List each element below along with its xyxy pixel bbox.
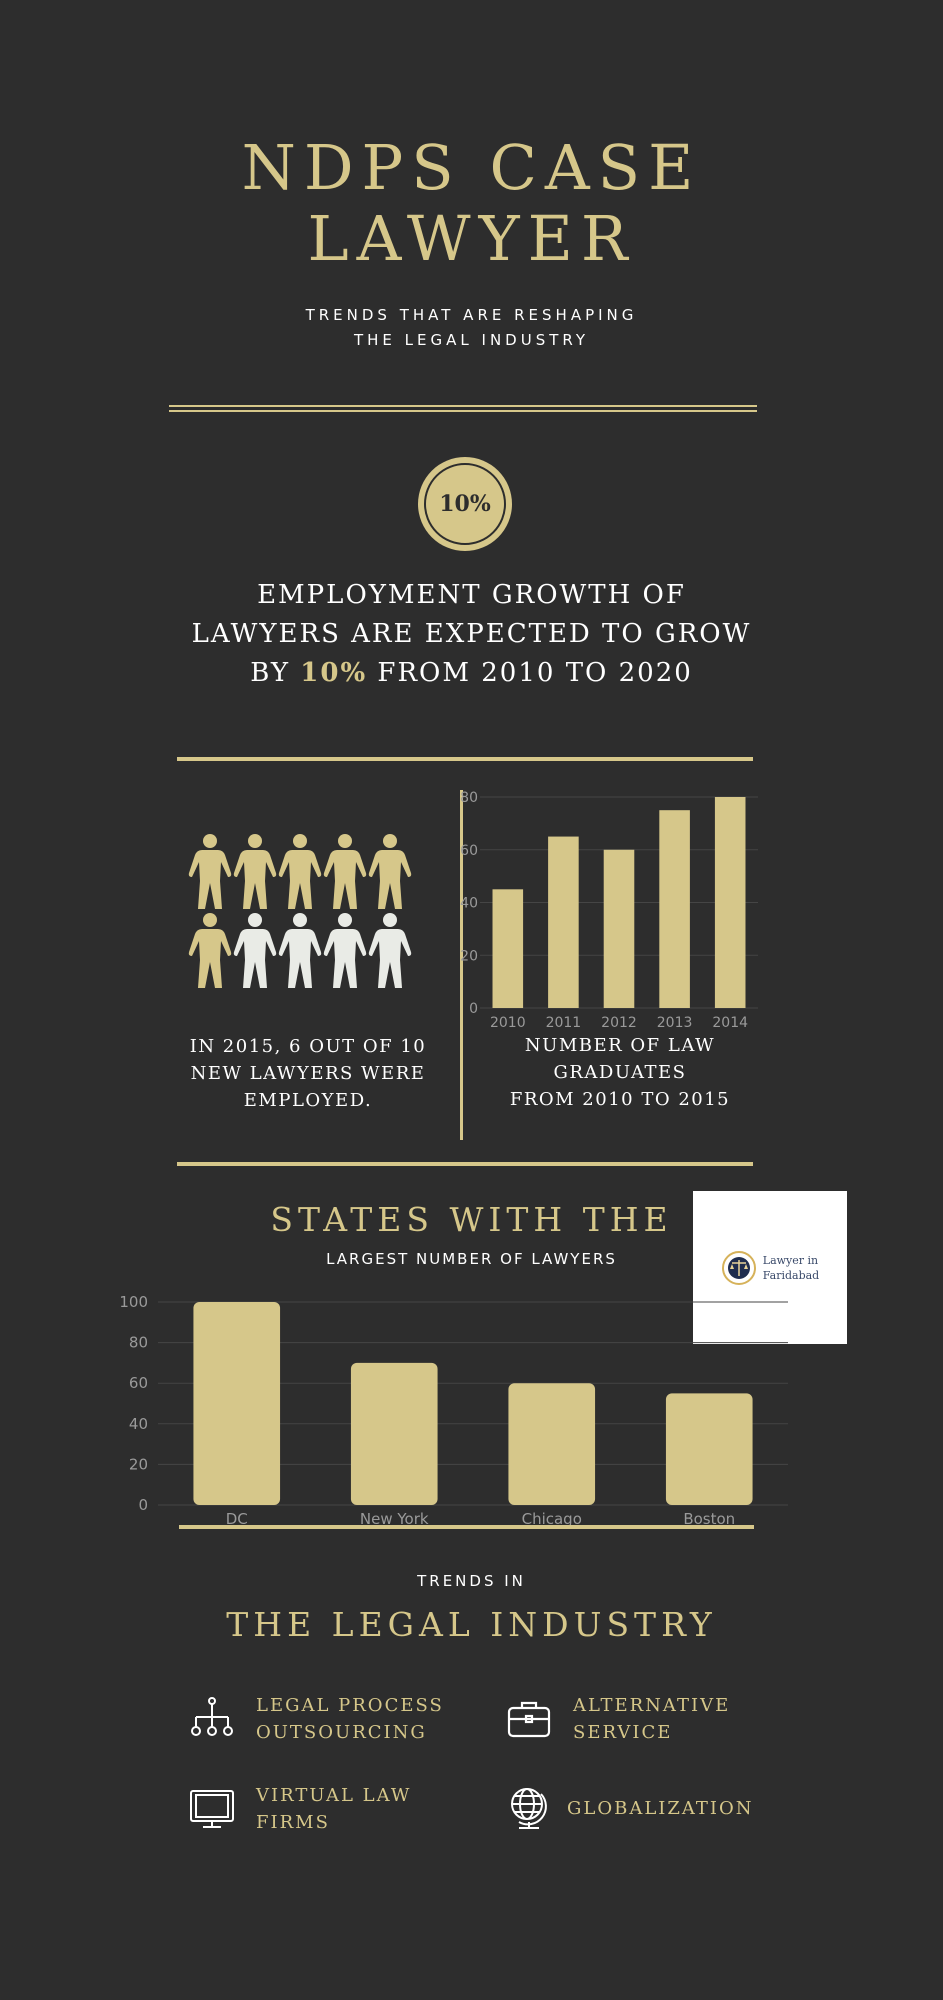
bar xyxy=(714,797,746,1008)
x-tick-label: 2010 xyxy=(490,1015,526,1031)
scales-emblem-icon xyxy=(721,1250,756,1285)
y-tick-label: 0 xyxy=(138,1496,148,1514)
graduates-caption: NUMBER OF LAW GRADUATES FROM 2010 TO 201… xyxy=(480,1032,760,1113)
graduates-caption-line1: NUMBER OF LAW xyxy=(524,1035,716,1056)
x-tick-label: Boston xyxy=(683,1510,735,1525)
x-tick-label: 2011 xyxy=(546,1015,582,1031)
lawyer-logo: Lawyer in Faridabad xyxy=(693,1191,847,1344)
trend-item-alternative: ALTERNATIVE SERVICE xyxy=(505,1692,773,1746)
trend-item-virtual: VIRTUAL LAW FIRMS xyxy=(188,1782,456,1836)
globe-icon xyxy=(511,1788,547,1829)
y-tick-label: 80 xyxy=(460,790,478,806)
growth-line3-pre: BY xyxy=(250,658,301,688)
y-tick-label: 80 xyxy=(129,1334,148,1352)
trend-label-globalization: GLOBALIZATION xyxy=(567,1795,767,1822)
trend-label-alternative: ALTERNATIVE SERVICE xyxy=(573,1692,773,1746)
trend-label-alternative-line2: SERVICE xyxy=(573,1722,673,1743)
divider-double-top xyxy=(169,405,757,407)
divider-trends-top xyxy=(179,1525,754,1529)
graduates-caption-line3: FROM 2010 TO 2015 xyxy=(509,1089,731,1110)
states-bar-chart: 0 20 40 60 80 100 DC New York Chicago Boston xyxy=(119,1293,788,1525)
employment-caption: IN 2015, 6 OUT OF 10 NEW LAWYERS WERE EM… xyxy=(160,1033,456,1114)
x-tick-label: 2014 xyxy=(712,1015,748,1031)
trends-title: THE LEGAL INDUSTRY xyxy=(226,1605,717,1644)
y-tick-label: 0 xyxy=(469,1001,478,1017)
bar xyxy=(548,836,579,1008)
subtitle-line2: THE LEGAL INDUSTRY xyxy=(353,331,589,349)
logo-line2: Faridabad xyxy=(762,1268,820,1282)
trend-label-virtual-line1: VIRTUAL LAW xyxy=(256,1785,412,1806)
bar xyxy=(492,889,524,1008)
states-subtitle: LARGEST NUMBER OF LAWYERS xyxy=(326,1250,617,1268)
growth-highlight: 10% xyxy=(300,658,368,688)
trend-item-outsourcing: LEGAL PROCESS OUTSOURCING xyxy=(188,1692,456,1746)
trend-label-virtual: VIRTUAL LAW FIRMS xyxy=(256,1782,456,1836)
bar xyxy=(193,1302,281,1505)
y-tick-label: 40 xyxy=(129,1415,148,1433)
bar xyxy=(665,1393,753,1505)
page-title-line2: LAWYER xyxy=(307,202,636,275)
divider-states-top xyxy=(177,1162,753,1166)
x-tick-label: Chicago xyxy=(522,1510,582,1525)
y-tick-label: 20 xyxy=(460,948,478,964)
logo-text: Lawyer in Faridabad xyxy=(763,1253,819,1283)
person-unemployed-icon xyxy=(323,913,367,988)
person-employed-icon xyxy=(368,834,412,909)
trend-label-virtual-line2: FIRMS xyxy=(256,1812,330,1833)
page-title-line1: NDPS CASE xyxy=(241,131,702,204)
states-title: STATES WITH THE xyxy=(270,1200,673,1239)
trend-label-alternative-line1: ALTERNATIVE xyxy=(573,1695,731,1716)
y-tick-label: 40 xyxy=(460,896,478,912)
vertical-divider xyxy=(460,790,463,1140)
growth-line1: EMPLOYMENT GROWTH OF xyxy=(257,580,686,610)
bar xyxy=(508,1383,596,1505)
person-employed-icon xyxy=(233,834,277,909)
percent-badge-label: 10% xyxy=(424,463,506,545)
employment-caption-line3: EMPLOYED. xyxy=(243,1090,373,1111)
bar xyxy=(603,849,635,1008)
x-tick-label: 2013 xyxy=(657,1015,693,1031)
trend-label-outsourcing-line1: LEGAL PROCESS xyxy=(256,1695,444,1716)
trend-label-globalization-line1: GLOBALIZATION xyxy=(567,1797,754,1819)
logo-line1: Lawyer in xyxy=(762,1253,819,1267)
briefcase-icon xyxy=(507,1701,551,1738)
employment-caption-line1: IN 2015, 6 OUT OF 10 xyxy=(189,1036,427,1057)
growth-statement: EMPLOYMENT GROWTH OF LAWYERS ARE EXPECTE… xyxy=(120,576,823,693)
graduates-caption-line2: GRADUATES xyxy=(553,1062,687,1083)
person-unemployed-icon xyxy=(278,913,322,988)
trend-label-outsourcing-line2: OUTSOURCING xyxy=(256,1722,427,1743)
growth-line2: LAWYERS ARE EXPECTED TO GROW xyxy=(191,619,752,649)
trends-kicker: TRENDS IN xyxy=(417,1572,526,1590)
person-unemployed-icon xyxy=(233,913,277,988)
divider-employment-top xyxy=(177,757,753,761)
percent-badge: 10% xyxy=(418,457,512,551)
trend-item-globalization: GLOBALIZATION xyxy=(505,1784,767,1832)
y-tick-label: 20 xyxy=(129,1455,148,1473)
person-employed-icon xyxy=(323,834,367,909)
bar xyxy=(659,810,690,1008)
x-tick-label: DC xyxy=(226,1510,248,1525)
y-tick-label: 60 xyxy=(460,843,478,859)
growth-line3: BY 10% FROM 2010 TO 2020 xyxy=(120,654,823,693)
person-employed-icon xyxy=(188,834,232,909)
trend-label-outsourcing: LEGAL PROCESS OUTSOURCING xyxy=(256,1692,456,1746)
employment-caption-line2: NEW LAWYERS WERE xyxy=(190,1063,426,1084)
x-tick-label: New York xyxy=(360,1510,429,1525)
bar xyxy=(350,1362,438,1505)
monitor-icon xyxy=(190,1790,234,1828)
subtitle-line1: TRENDS THAT ARE RESHAPING xyxy=(305,306,638,324)
y-tick-label: 60 xyxy=(129,1374,148,1392)
person-employed-icon xyxy=(188,913,232,988)
growth-line3-post: FROM 2010 TO 2020 xyxy=(367,658,693,688)
person-employed-icon xyxy=(278,834,322,909)
divider-double-bottom xyxy=(169,410,757,412)
y-tick-label: 100 xyxy=(119,1293,148,1311)
graduates-bar-chart: 0 20 40 60 80 2010 2011 2012 2013 2014 xyxy=(460,790,758,1031)
hierarchy-icon xyxy=(191,1697,233,1736)
person-unemployed-icon xyxy=(368,913,412,988)
x-tick-label: 2012 xyxy=(601,1015,637,1031)
